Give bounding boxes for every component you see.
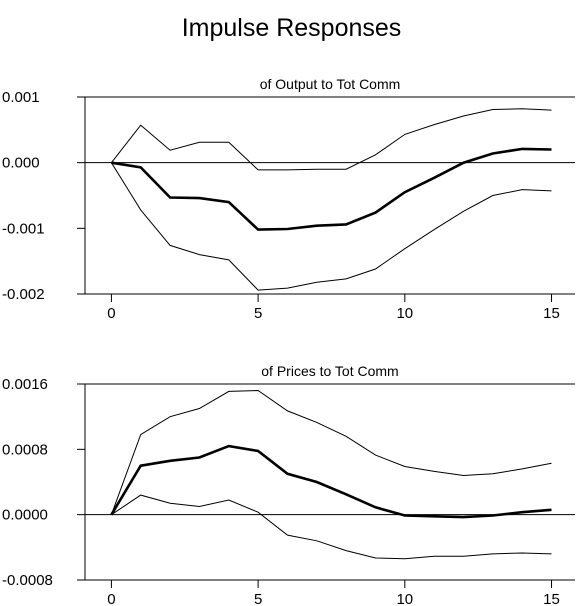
panel-2-y-tick-label: 0.0008 [2, 441, 48, 458]
panel-2-y-tick-label: 0.0000 [2, 507, 48, 524]
panel-2-x-tick-label: 10 [396, 591, 413, 606]
panel-2-line-lower [111, 494, 552, 560]
panel-1-y-tick-label: -0.001 [2, 220, 45, 237]
panel-1-x-tick-label: 5 [254, 305, 262, 322]
panel-2-y-tick-label: 0.0016 [2, 376, 48, 393]
panel-2-x-tick-label: 0 [107, 591, 115, 606]
panel-2-title: of Prices to Tot Comm [261, 363, 398, 379]
panel-1-x-tick-label: 0 [107, 305, 115, 322]
panel-1-y-tick-label: -0.002 [2, 286, 45, 303]
panel-1-x-tick-label: 10 [396, 305, 413, 322]
panel-2-y-tick-label: -0.0008 [2, 572, 53, 589]
panel-1-line-upper [111, 108, 552, 171]
panel-2-line-upper [110, 389, 552, 515]
panel-1-x-tick-label: 15 [543, 305, 560, 322]
panel-1-y-tick-label: 0.001 [2, 89, 40, 106]
panel-2-x-tick-label: 15 [543, 591, 560, 606]
panel-2-x-tick-label: 5 [254, 591, 262, 606]
panel-1-title: of Output to Tot Comm [260, 76, 401, 92]
panel-1-y-tick-label: 0.000 [2, 155, 40, 172]
panel-1-line-lower [110, 162, 552, 291]
figure-title: Impulse Responses [181, 14, 402, 42]
panel-2-line-estimate [110, 444, 552, 519]
panel-1-line-estimate [111, 147, 552, 231]
